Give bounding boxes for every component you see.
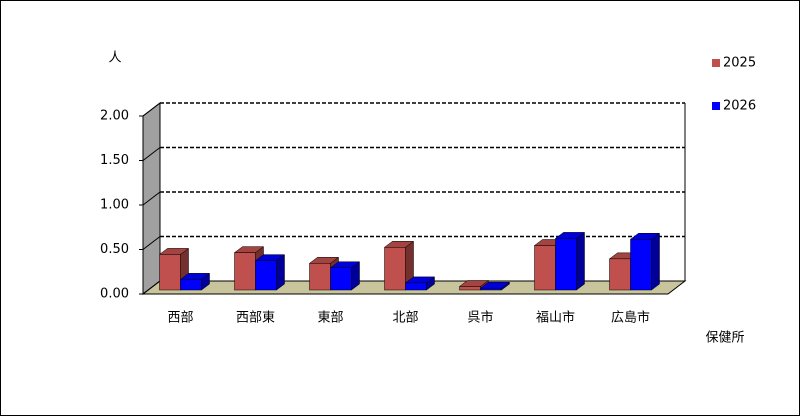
bar	[479, 281, 511, 291]
bar-front	[630, 239, 652, 291]
wall-line	[142, 191, 161, 206]
bar-front	[534, 245, 556, 291]
bar	[158, 247, 190, 291]
wall-line	[142, 280, 161, 295]
bar	[554, 231, 586, 291]
bar	[383, 240, 415, 291]
x-tick-label: 西部	[167, 311, 193, 326]
x-tick-label: 西部東	[236, 310, 275, 326]
bar-front	[405, 282, 427, 291]
bar-front	[555, 238, 577, 291]
x-tick-label: 広島市	[611, 310, 650, 326]
y-tick-label: 1.00	[100, 198, 129, 213]
bar	[254, 254, 286, 291]
y-tick-label: 1.50	[100, 153, 129, 168]
bar	[629, 232, 661, 291]
bar-front	[330, 267, 352, 291]
bar-side	[651, 232, 660, 291]
legend-label: 2025	[723, 56, 756, 71]
y-tick-label: 0.50	[100, 242, 129, 257]
bar-front	[480, 287, 502, 291]
bar	[404, 276, 436, 291]
bar-side	[576, 231, 585, 291]
wall-line	[142, 236, 161, 250]
bar-front	[459, 286, 481, 291]
bar	[329, 261, 361, 291]
y-axis-label: 人	[108, 51, 121, 66]
legend-label: 2026	[723, 99, 756, 114]
bar	[179, 272, 211, 291]
bar-front	[384, 247, 406, 291]
x-tick-label: 北部	[392, 311, 418, 326]
x-tick-label: 福山市	[536, 310, 575, 326]
legend-swatch	[712, 59, 720, 67]
x-tick-label: 東部	[317, 310, 343, 326]
bar-front	[609, 258, 631, 291]
y-tick-label: 0.00	[100, 287, 129, 302]
bar-front	[255, 260, 277, 291]
x-tick-label: 呉市	[467, 310, 493, 326]
bar-front	[234, 252, 256, 291]
y-tick-label: 2.00	[100, 109, 129, 124]
wall-line	[142, 147, 161, 161]
bar-front	[309, 263, 331, 291]
wall-line	[142, 102, 161, 117]
bar-front	[159, 254, 181, 291]
legend-swatch	[712, 102, 720, 110]
x-axis-label: 保健所	[705, 331, 744, 346]
bar-front	[180, 279, 202, 291]
